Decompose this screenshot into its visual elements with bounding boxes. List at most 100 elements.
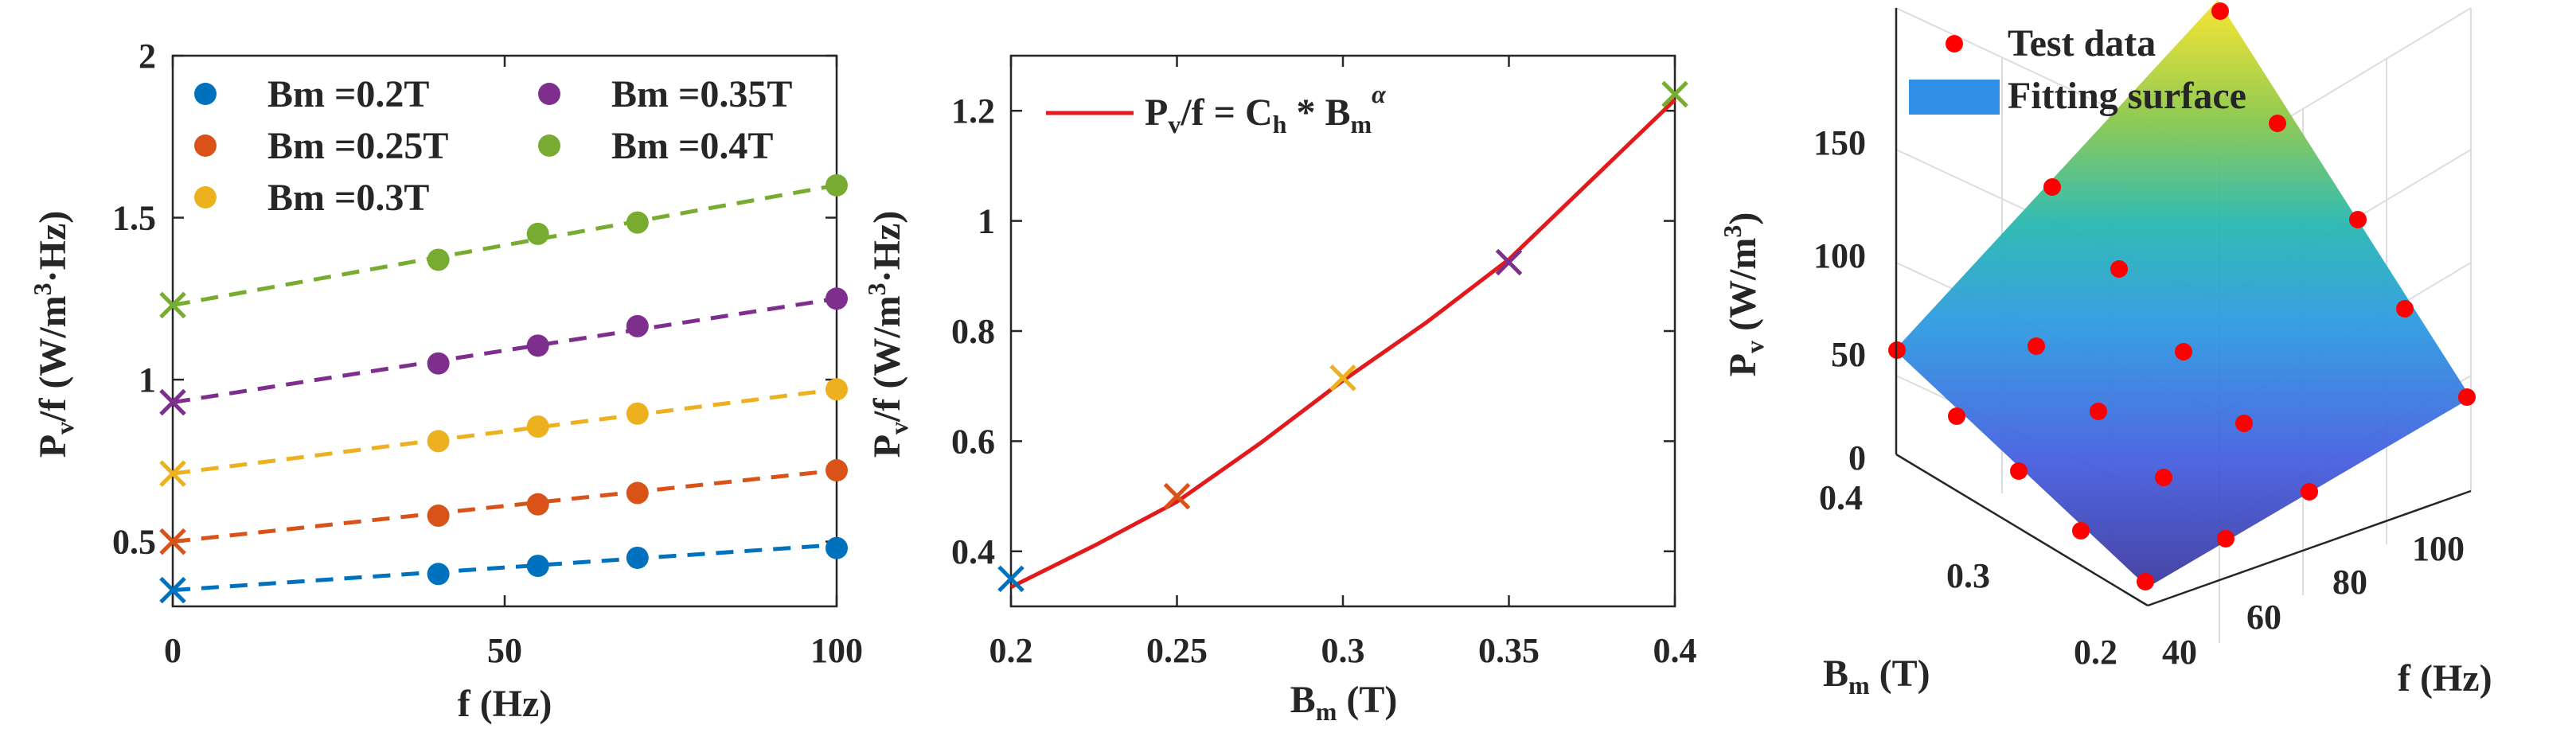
- b-tick-label: 0.2: [2074, 633, 2117, 672]
- x-axis-label: Bm (T): [1290, 679, 1398, 726]
- f-tick-labels: 40 60 80 100: [2162, 529, 2465, 672]
- tick-labels: 0.2 0.25 0.3 0.35 0.4 0.4 0.6 0.8 1 1.2: [951, 92, 1697, 670]
- data-point-marker: [1163, 482, 1191, 510]
- f-axis-label: f (Hz): [2398, 657, 2492, 699]
- x-tick-label: 0.4: [1653, 631, 1697, 670]
- z-tick-label: 50: [1831, 335, 1866, 374]
- x-tick-label: 0.35: [1478, 631, 1540, 670]
- data-point: [825, 536, 848, 559]
- data-point-marker: [1661, 80, 1688, 108]
- legend-marker-test-data: [1946, 35, 1963, 53]
- y-tick-label: 1.2: [951, 92, 995, 131]
- marker-stroke: [1329, 364, 1356, 392]
- legend-swatch-fitting-surface: [1909, 80, 2000, 115]
- legend: Bm =0.2T Bm =0.25T Bm =0.3T Bm =0.35T Bm =0.…: [194, 73, 792, 219]
- data-point: [626, 546, 649, 569]
- data-point: [526, 415, 549, 438]
- data-point: [427, 430, 450, 453]
- y-tick-label: 2: [139, 37, 156, 76]
- data-point: [825, 173, 848, 197]
- y-tick-label: 0.8: [951, 312, 995, 351]
- tick-marks: [171, 54, 838, 606]
- y-tick-label: 0.4: [951, 532, 995, 571]
- y-tick-label: 1.5: [112, 199, 156, 238]
- test-data-points: [1888, 2, 2476, 590]
- f-tick-label: 60: [2246, 598, 2281, 637]
- data-point-marker: [1329, 364, 1356, 392]
- marker-stroke: [1661, 80, 1688, 108]
- x-axis-label: f (Hz): [458, 683, 552, 725]
- legend-marker: [194, 134, 217, 157]
- x-tick-label: 100: [810, 631, 863, 670]
- y-tick-label: 1: [978, 202, 995, 241]
- tick-marks: [1009, 56, 1676, 606]
- axes-box: [1009, 54, 1676, 608]
- legend: Pv/f = Ch * Bmα: [1046, 80, 1387, 138]
- legend-label: Bm =0.4T: [611, 125, 773, 167]
- z-tick-label: 150: [1813, 123, 1866, 162]
- fitting-surface: [1895, 0, 2471, 587]
- marker-stroke: [159, 576, 186, 604]
- data-point: [626, 402, 649, 425]
- fit-curve-line: [1009, 98, 1676, 590]
- data-point: [526, 493, 549, 516]
- data-point: [626, 481, 649, 505]
- data-point-marker: [997, 565, 1025, 593]
- data-point: [626, 211, 649, 234]
- fit-line: [172, 468, 837, 544]
- b-tick-labels: 0.4 0.3 0.2: [1819, 478, 2117, 672]
- marker-stroke: [159, 460, 186, 487]
- legend-label-test-data: Test data: [2008, 22, 2156, 64]
- chart-panel-1: 0 50 100 0.5 1 1.5 2 Bm =0.2T Bm =0.25T Bm =0.3T…: [28, 37, 863, 725]
- chart-panel-3: 150 100 50 0 0.4 0.3 0.2 40 60 80 100 Pv…: [1718, 0, 2492, 699]
- legend-label: Pv/f = Ch * Bmα: [1145, 80, 1387, 138]
- x-tick-label: 0.3: [1321, 631, 1365, 670]
- x-tick-label: 0: [164, 631, 181, 670]
- data-point: [526, 222, 549, 245]
- data-point: [427, 505, 450, 528]
- fit-line: [172, 387, 837, 476]
- fit-line: [172, 543, 837, 593]
- intercept-marker: [159, 291, 186, 319]
- data-points: [159, 173, 848, 604]
- marker-stroke: [159, 388, 186, 416]
- f-tick-label: 80: [2332, 563, 2367, 602]
- y-tick-label: 0.5: [112, 523, 156, 562]
- 3d-axes: [1895, 8, 2472, 607]
- legend-marker: [538, 134, 560, 157]
- data-point: [526, 555, 549, 578]
- z-tick-label: 0: [1848, 438, 1866, 477]
- z-axis-label: Pv (W/m3): [1718, 212, 1769, 377]
- data-point: [427, 352, 450, 375]
- f-tick-label: 40: [2162, 633, 2197, 672]
- fit-curve: [1009, 98, 1676, 590]
- b-tick-label: 0.4: [1819, 478, 1863, 517]
- data-point: [427, 248, 450, 271]
- marker-stroke: [159, 528, 186, 555]
- y-tick-label: 0.6: [951, 422, 995, 461]
- legend-label-fitting-surface: Fitting surface: [2008, 75, 2246, 117]
- intercept-marker: [159, 576, 186, 604]
- chart-panel-2: 0.2 0.25 0.3 0.35 0.4 0.4 0.6 0.8 1 1.2 Pv/f = Ch…: [862, 54, 1697, 726]
- f-tick-label: 100: [2412, 529, 2465, 568]
- z-tick-label: 100: [1813, 236, 1866, 275]
- b-axis-label: Bm (T): [1823, 653, 1930, 699]
- intercept-marker: [159, 388, 186, 416]
- y-tick-label: 1: [139, 360, 156, 399]
- x-tick-label: 0.2: [989, 631, 1033, 670]
- data-point: [427, 563, 450, 586]
- y-axis-label: Pv/f (W/m3·Hz): [862, 211, 913, 458]
- z-tick-labels: 150 100 50 0: [1813, 123, 1866, 477]
- tick-labels: 0 50 100 0.5 1 1.5 2: [112, 37, 863, 670]
- legend-label: Bm =0.35T: [611, 73, 792, 115]
- data-point: [825, 287, 848, 310]
- intercept-marker: [159, 460, 186, 487]
- legend-label: Bm =0.3T: [267, 177, 429, 219]
- legend-label: Bm =0.25T: [267, 125, 448, 167]
- marker-stroke: [997, 565, 1025, 593]
- marker-stroke: [1163, 482, 1191, 510]
- legend-marker: [538, 83, 560, 105]
- legend-label: Bm =0.2T: [267, 73, 429, 115]
- legend: Test data Fitting surface: [1909, 22, 2246, 117]
